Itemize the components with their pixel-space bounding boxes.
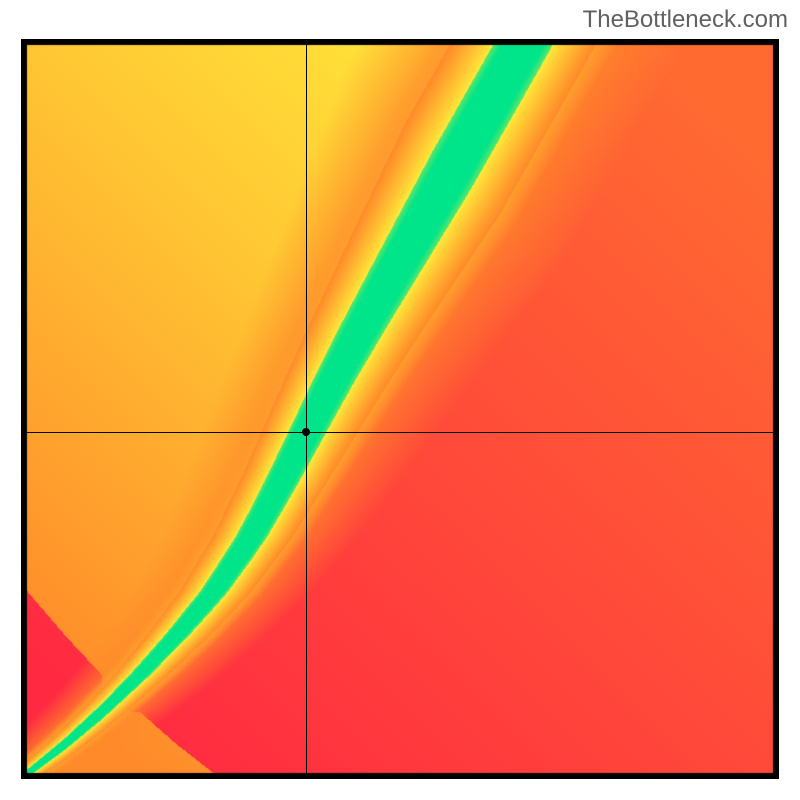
heatmap-canvas <box>21 39 779 779</box>
crosshair-vertical <box>306 39 307 779</box>
heatmap-plot-area <box>21 39 779 779</box>
crosshair-horizontal <box>21 432 779 433</box>
crosshair-dot <box>302 428 310 436</box>
watermark-text: TheBottleneck.com <box>583 6 788 34</box>
